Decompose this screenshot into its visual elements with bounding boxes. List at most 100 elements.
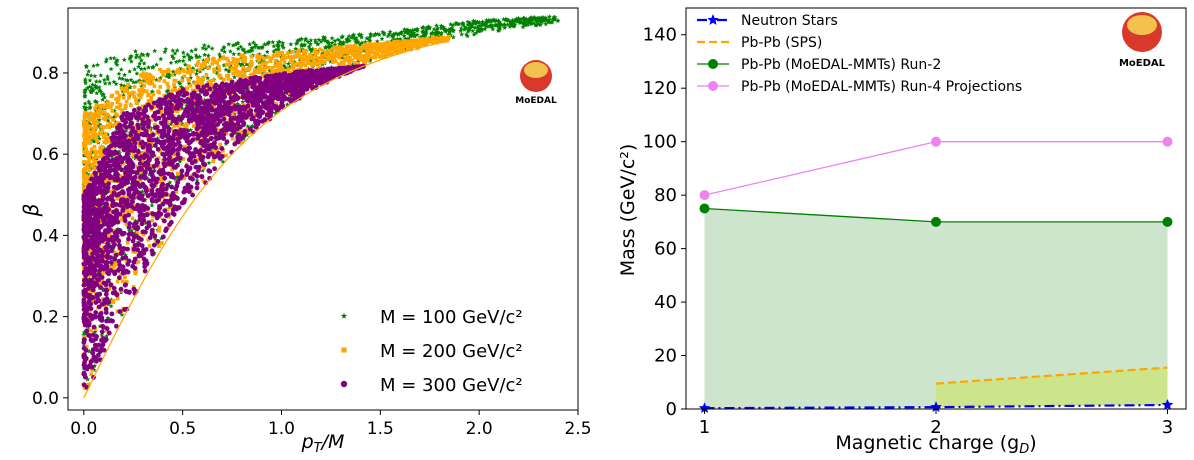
scatter-point	[163, 46, 169, 52]
scatter-point	[217, 51, 222, 57]
scatter-point	[82, 100, 88, 106]
scatter-point	[458, 25, 464, 31]
scatter-point	[375, 51, 380, 56]
scatter-point	[81, 172, 86, 176]
scatter-point	[178, 87, 182, 92]
scatter-point	[389, 44, 394, 49]
scatter-point	[160, 234, 166, 240]
scatter-point	[266, 39, 272, 45]
scatter-point	[211, 157, 216, 162]
scatter-point	[366, 42, 371, 47]
scatter-point	[332, 54, 337, 59]
scatter-point	[104, 326, 110, 331]
scatter-point	[431, 36, 436, 40]
scatter-point	[473, 30, 479, 36]
scatter-point	[364, 35, 370, 41]
scatter-point	[174, 47, 180, 53]
scatter-point	[109, 234, 115, 240]
scatter-point	[130, 79, 136, 85]
scatter-point	[89, 328, 94, 333]
scatter-point	[110, 109, 115, 113]
scatter-point	[382, 42, 387, 46]
scatter-point	[397, 49, 402, 53]
scatter-point	[151, 214, 155, 219]
scatter-point	[91, 195, 97, 201]
scatter-point	[315, 41, 321, 47]
scatter-point	[101, 116, 106, 121]
scatter-point	[197, 54, 202, 59]
scatter-point	[350, 52, 355, 57]
scatter-point	[383, 55, 387, 59]
scatter-point	[210, 62, 215, 66]
scatter-point	[440, 36, 445, 40]
scatter-point	[88, 150, 92, 155]
scatter-point	[202, 64, 206, 68]
scatter-point	[86, 124, 91, 128]
scatter-point	[334, 50, 339, 55]
scatter-point	[405, 44, 409, 49]
scatter-point	[110, 101, 114, 106]
scatter-point	[194, 71, 199, 77]
scatter-point	[423, 26, 429, 32]
scatter-point	[384, 45, 389, 50]
scatter-point	[147, 187, 152, 192]
scatter-point	[230, 42, 236, 48]
scatter-point	[247, 130, 251, 135]
scatter-point	[117, 75, 123, 81]
scatter-point	[328, 53, 333, 58]
scatter-point	[289, 58, 294, 62]
scatter-point	[479, 22, 485, 28]
scatter-point	[84, 328, 90, 334]
scatter-point	[211, 159, 216, 164]
scatter-point	[107, 287, 111, 291]
scatter-point	[99, 281, 103, 285]
scatter-point	[101, 77, 107, 83]
scatter-point	[111, 228, 116, 233]
scatter-point	[84, 147, 89, 152]
scatter-point	[213, 60, 218, 64]
scatter-point	[149, 118, 153, 123]
scatter-point	[221, 45, 227, 50]
scatter-point	[132, 94, 137, 99]
scatter-point	[151, 77, 155, 81]
scatter-point	[152, 222, 158, 228]
scatter-point	[412, 41, 417, 46]
scatter-point	[152, 143, 158, 148]
scatter-point	[109, 105, 113, 109]
scatter-point	[165, 81, 170, 86]
scatter-point	[182, 74, 187, 79]
scatter-point	[94, 136, 98, 141]
scatter-point	[405, 42, 410, 47]
scatter-point	[99, 92, 105, 98]
scatter-point	[470, 28, 476, 34]
scatter-point	[212, 149, 217, 154]
scatter-point	[133, 125, 137, 130]
scatter-point	[249, 59, 254, 64]
scatter-point	[303, 36, 309, 41]
scatter-point	[340, 40, 346, 45]
scatter-point	[291, 64, 296, 69]
scatter-point	[206, 44, 212, 49]
scatter-point	[147, 235, 153, 241]
scatter-point	[386, 47, 391, 51]
scatter-point	[118, 66, 124, 72]
scatter-point	[454, 21, 460, 26]
scatter-point	[269, 56, 274, 61]
scatter-point	[140, 159, 145, 164]
scatter-point	[256, 58, 261, 63]
scatter-point	[144, 89, 149, 94]
scatter-point	[323, 45, 329, 50]
scatter-point	[163, 213, 169, 219]
scatter-point	[316, 37, 322, 42]
scatter-point	[166, 74, 172, 80]
scatter-point	[282, 53, 287, 58]
scatter-point	[95, 62, 101, 68]
scatter-point	[310, 62, 315, 67]
scatter-point	[83, 105, 89, 110]
scatter-point	[126, 195, 130, 200]
scatter-point	[90, 350, 96, 356]
scatter-point	[94, 90, 100, 96]
scatter-point	[467, 21, 473, 27]
scatter-point	[278, 64, 283, 69]
scatter-point	[252, 70, 257, 75]
